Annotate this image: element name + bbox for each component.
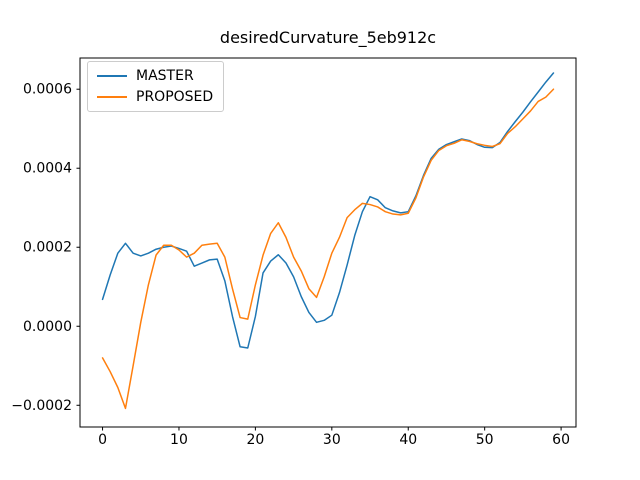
proposed-line-swatch (97, 96, 127, 98)
legend-item-master: MASTER (97, 69, 213, 83)
x-tick-label: 30 (323, 432, 341, 448)
x-tick-label: 20 (246, 432, 264, 448)
y-tick-label: 0.0004 (23, 161, 72, 177)
x-tick-label: 10 (170, 432, 188, 448)
y-tick-label: −0.0002 (11, 398, 72, 414)
legend-label-master: MASTER (136, 68, 194, 84)
x-tick-label: 50 (476, 432, 494, 448)
proposed-line (101, 88, 555, 410)
y-tick-label: 0.0002 (23, 240, 72, 256)
y-tick-label: 0.0006 (23, 82, 72, 98)
x-tick-label: 40 (399, 432, 417, 448)
y-tick-label: 0.0000 (23, 319, 72, 335)
master-line (101, 72, 555, 349)
x-tick-label: 60 (552, 432, 570, 448)
axes-frame (79, 57, 577, 428)
chart-title: desiredCurvature_5eb912c (219, 28, 437, 47)
x-tick-label: 0 (98, 432, 107, 448)
legend: MASTER PROPOSED (87, 61, 225, 112)
legend-item-proposed: PROPOSED (97, 90, 213, 104)
master-line-swatch (97, 75, 127, 77)
legend-label-proposed: PROPOSED (136, 89, 214, 105)
